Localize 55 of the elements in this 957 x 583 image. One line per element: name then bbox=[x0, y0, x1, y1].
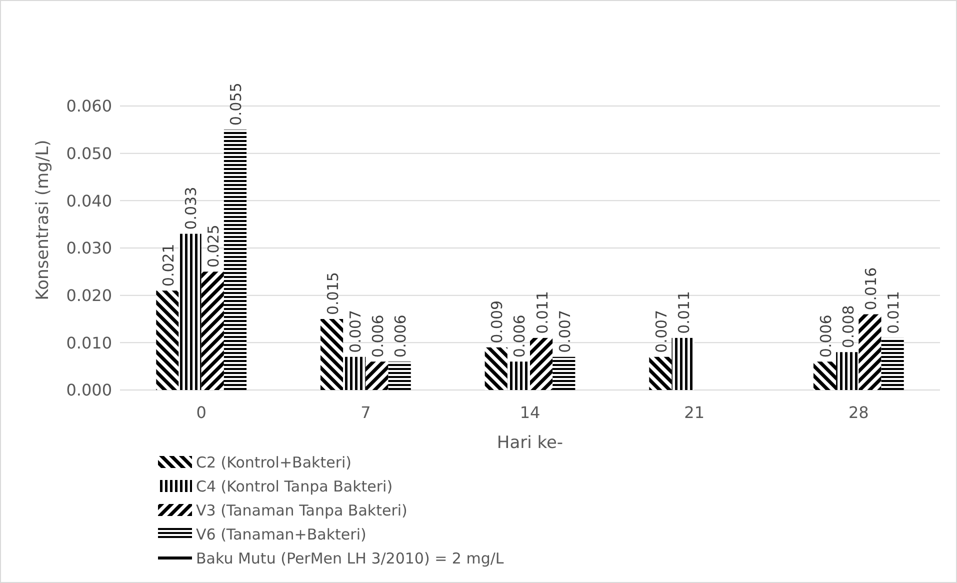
bar bbox=[343, 356, 366, 390]
data-label: 0.015 bbox=[324, 272, 342, 315]
data-label: 0.011 bbox=[675, 290, 694, 334]
bar bbox=[507, 362, 530, 390]
data-label: 0.055 bbox=[227, 82, 246, 126]
data-label: 0.011 bbox=[533, 290, 552, 334]
bar bbox=[178, 234, 202, 390]
bar bbox=[881, 338, 904, 390]
x-tick-label: 0 bbox=[196, 403, 206, 422]
y-tick-label: 0.000 bbox=[66, 380, 112, 400]
bar bbox=[366, 362, 388, 390]
data-label: 0.021 bbox=[159, 244, 178, 287]
legend-label: V3 (Tanaman Tanpa Bakteri) bbox=[196, 501, 408, 520]
bar bbox=[388, 362, 411, 390]
bar bbox=[201, 272, 224, 390]
x-tick-label: 14 bbox=[520, 403, 540, 422]
x-axis-title: Hari ke- bbox=[496, 433, 564, 453]
bar bbox=[484, 347, 508, 390]
data-label: 0.007 bbox=[346, 310, 364, 353]
data-label: 0.006 bbox=[368, 314, 387, 358]
y-tick-label: 0.020 bbox=[66, 286, 112, 305]
y-tick-label: 0.030 bbox=[66, 238, 112, 258]
bar bbox=[813, 362, 836, 390]
data-label: 0.006 bbox=[510, 314, 529, 358]
y-axis-title: Konsentrasi (mg/L) bbox=[33, 140, 53, 300]
data-label: 0.009 bbox=[488, 300, 506, 344]
bar bbox=[672, 338, 694, 390]
legend-label: Baku Mutu (PerMen LH 3/2010) = 2 mg/L bbox=[196, 549, 504, 568]
data-label: 0.025 bbox=[204, 224, 223, 268]
data-label: 0.006 bbox=[392, 314, 410, 358]
data-label: 0.006 bbox=[816, 314, 835, 358]
bar bbox=[224, 130, 247, 390]
bar bbox=[156, 290, 179, 390]
legend-label: V6 (Tanaman+Bakteri) bbox=[196, 525, 366, 544]
x-tick-label: 21 bbox=[684, 403, 705, 422]
y-tick-label: 0.060 bbox=[66, 96, 112, 116]
data-label: 0.007 bbox=[556, 310, 574, 353]
data-label: 0.011 bbox=[884, 290, 903, 334]
data-label: 0.008 bbox=[839, 305, 858, 348]
y-tick-label: 0.040 bbox=[66, 191, 112, 210]
bar bbox=[649, 356, 672, 390]
data-label: 0.033 bbox=[182, 186, 200, 230]
bar bbox=[552, 356, 576, 390]
x-tick-label: 7 bbox=[360, 403, 371, 422]
legend-label: C2 (Kontrol+Bakteri) bbox=[196, 453, 352, 472]
bar bbox=[836, 352, 859, 390]
data-label: 0.007 bbox=[652, 310, 670, 353]
y-tick-label: 0.050 bbox=[66, 144, 112, 163]
data-label: 0.016 bbox=[862, 267, 880, 310]
y-tick-label: 0.010 bbox=[66, 333, 112, 352]
legend-label: C4 (Kontrol Tanpa Bakteri) bbox=[196, 477, 393, 496]
bar bbox=[858, 314, 882, 390]
bar bbox=[530, 338, 553, 390]
x-tick-label: 28 bbox=[848, 403, 869, 422]
bar bbox=[320, 319, 344, 390]
